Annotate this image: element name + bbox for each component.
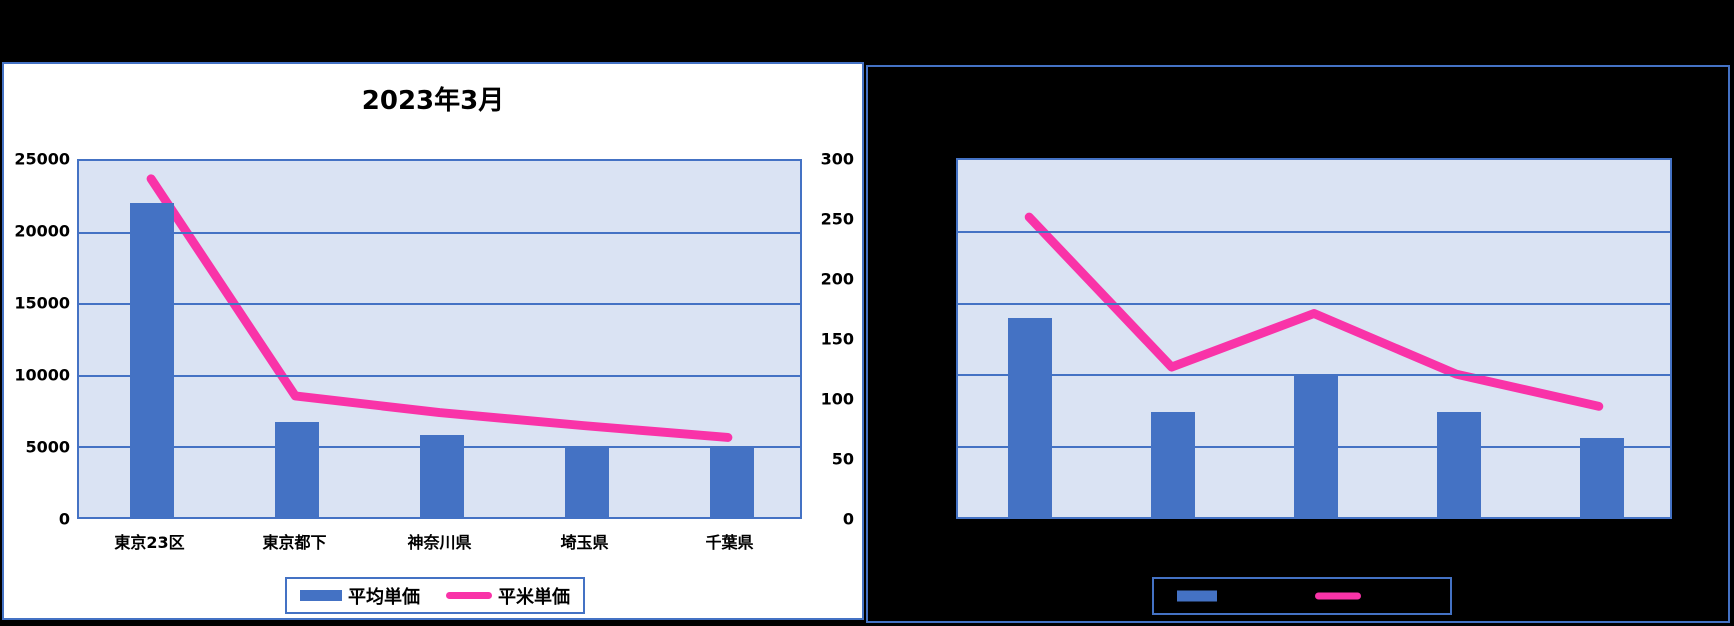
x-axis-category-label: 東京23区 (114, 533, 185, 552)
bar (1437, 412, 1482, 517)
bar-series-swatch (1177, 590, 1217, 602)
left-chart-legend: 平均単価 平米単価 (285, 577, 585, 614)
gridline (79, 374, 800, 377)
secondary-axis-tick-label: 0 (842, 509, 854, 529)
bar-series-swatch (300, 590, 342, 601)
gridline (958, 231, 1670, 234)
secondary-axis-tick-label: 100 (820, 389, 854, 409)
gridline (79, 232, 800, 235)
bar (1150, 412, 1195, 517)
line-series-swatch (1315, 592, 1361, 600)
secondary-axis-tick-label: 300 (820, 149, 854, 169)
secondary-axis-tick-label: 200 (820, 269, 854, 289)
bar (129, 203, 174, 517)
line-series-path (146, 174, 733, 442)
bar (709, 446, 754, 517)
gridline (958, 374, 1670, 377)
y-axis-tick-label: 5000 (25, 437, 70, 457)
right-chart-line-series (1024, 212, 1604, 411)
line-series-swatch (446, 592, 492, 599)
gridline (958, 302, 1670, 305)
bar (419, 434, 464, 517)
right-chart-panel[interactable] (866, 65, 1730, 623)
y-axis-tick-label: 20000 (14, 221, 70, 241)
y-axis-tick-label: 0 (58, 509, 70, 529)
y-axis-tick-label: 25000 (14, 149, 70, 169)
right-chart-plot-area (956, 158, 1672, 519)
x-axis-category-label: 千葉県 (705, 533, 754, 552)
secondary-axis-tick-label: 150 (820, 329, 854, 349)
y-axis-tick-label: 10000 (14, 365, 70, 385)
left-chart-plot-area (77, 159, 802, 519)
left-chart-panel[interactable]: 2023年3月 平均単価 平米単価 25000 20000 15000 10000 50… (2, 62, 864, 620)
bar (1580, 437, 1625, 517)
right-chart-legend (1152, 577, 1452, 615)
x-axis-category-label: 東京都下 (262, 533, 327, 552)
bar (564, 447, 609, 517)
gridline (79, 303, 800, 306)
x-axis-category-label: 埼玉県 (560, 533, 609, 552)
secondary-axis-tick-label: 50 (831, 449, 854, 469)
y-axis-tick-label: 15000 (14, 293, 70, 313)
line-series-legend-label: 平米単価 (498, 586, 570, 608)
x-axis-category-label: 神奈川県 (407, 533, 472, 552)
secondary-axis-tick-label: 250 (820, 209, 854, 229)
bar (1007, 318, 1052, 517)
left-chart-line-series (146, 174, 733, 442)
left-chart-title: 2023年3月 (361, 86, 505, 116)
bar (1294, 376, 1338, 517)
bar-series-legend-label: 平均単価 (348, 586, 420, 608)
bar (274, 422, 319, 517)
line-series-path (1024, 212, 1604, 411)
